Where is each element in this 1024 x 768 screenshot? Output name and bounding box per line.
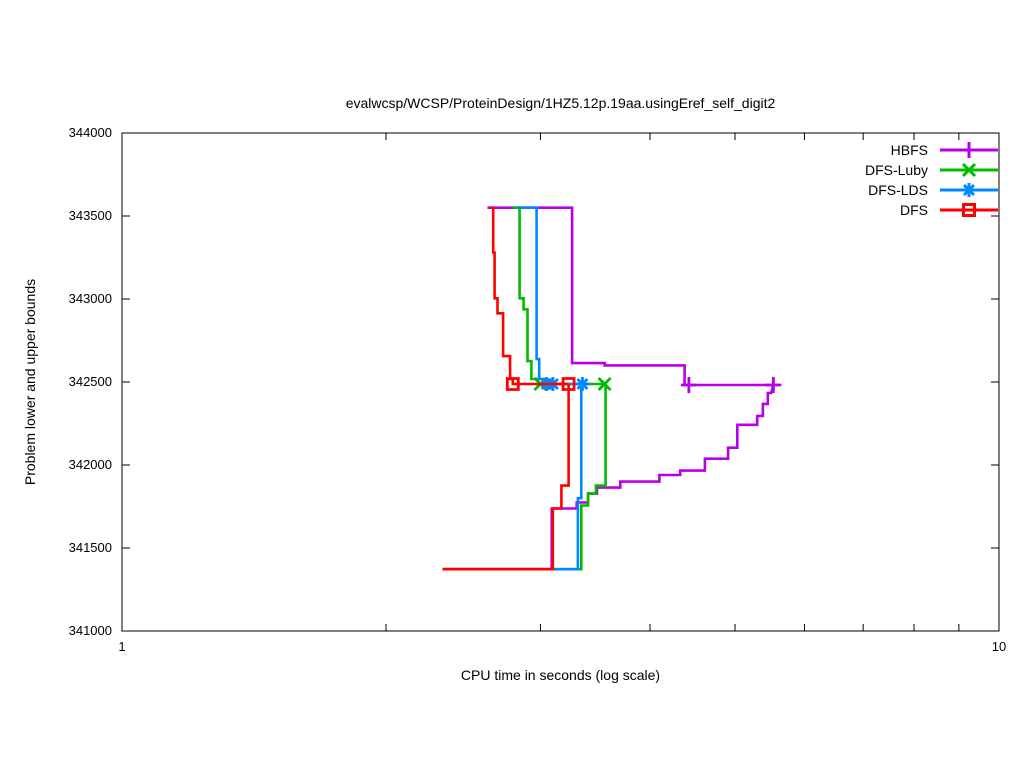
axis-ticks [121,132,1000,632]
x-tick-label-1: 1 [118,639,126,654]
legend-label-dfs: DFS [900,202,928,218]
x-axis-label: CPU time in seconds (log scale) [460,667,661,683]
y-tick-label-344000: 344000 [68,125,112,140]
x-tick-label-10: 10 [991,639,1007,654]
legend-row-dfs: DFS [865,200,1000,220]
legend-label-dfs-lds: DFS-LDS [868,182,928,198]
series-HBFS-markers [680,376,782,393]
series-HBFS-lower_bound [442,383,775,571]
series-DFS-lower_bound [442,384,570,571]
legend-row-dfs-luby: DFS-Luby [865,160,1000,180]
y-tick-label-342500: 342500 [68,374,112,389]
y-tick-label-342000: 342000 [68,457,112,472]
series-DFS-Luby-lower_bound [442,384,607,571]
series-HBFS-upper_bound [487,206,779,387]
legend-label-dfs-luby: DFS-Luby [864,162,928,178]
series-HBFS [442,206,782,571]
series-DFS-upper_bound [490,206,569,386]
chart-title: evalwcsp/WCSP/ProteinDesign/1HZ5.12p.19a… [345,95,776,111]
legend-row-hbfs: HBFS [865,140,1000,160]
legend-sample-dfs-lds-icon [940,183,998,197]
legend: HBFS DFS-Luby DFS-LDS DFS [865,140,1000,220]
series-DFS-LDS-lower_bound [442,384,583,571]
y-tick-label-341500: 341500 [68,540,112,555]
legend-label-hbfs: HBFS [890,142,928,158]
legend-sample-dfs-luby-icon [940,162,998,178]
legend-sample-hbfs-icon [940,142,998,158]
series-DFS-markers [505,377,576,391]
series-DFS-Luby-upper_bound [512,206,606,386]
legend-sample-dfs-icon [940,203,998,217]
y-tick-label-343500: 343500 [68,208,112,223]
y-tick-label-341000: 341000 [68,623,112,638]
y-tick-label-343000: 343000 [68,291,112,306]
legend-row-dfs-lds: DFS-LDS [865,180,1000,200]
series-DFS [442,206,576,571]
